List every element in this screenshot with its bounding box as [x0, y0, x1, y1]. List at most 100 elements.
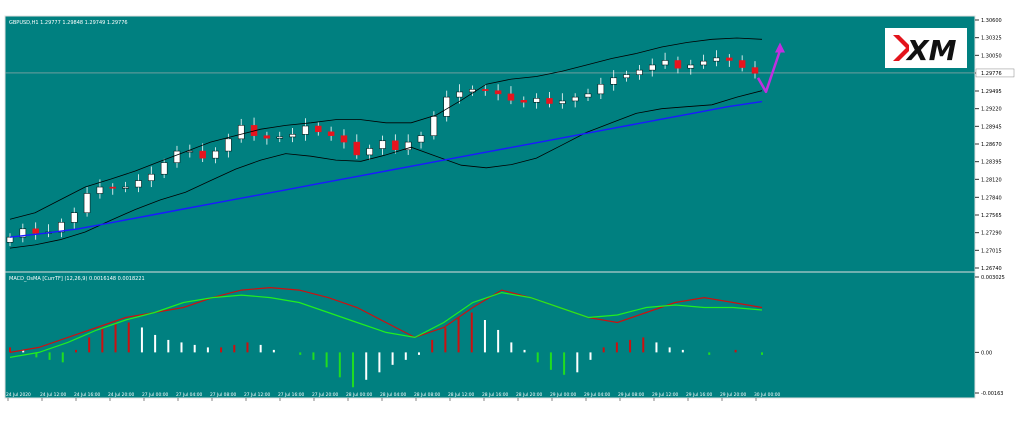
logo-text: XM — [905, 34, 957, 67]
candle-body — [648, 64, 656, 71]
forecast-arrow-line — [756, 50, 782, 94]
candle-body — [379, 140, 386, 149]
macd-signal-line — [9, 291, 763, 358]
candle-body — [263, 135, 271, 139]
bollinger-lower-line — [9, 90, 763, 249]
time-tick-label: 27 Jul 12:00 — [244, 392, 271, 398]
candle-body — [315, 125, 322, 133]
candle-body — [327, 131, 335, 136]
candle-body — [302, 125, 309, 135]
candle-body — [6, 236, 14, 243]
time-tick-label: 27 Jul 00:00 — [142, 392, 169, 398]
candle-body — [456, 91, 463, 98]
time-tick-label: 24 Jul 12:00 — [40, 392, 67, 398]
candle-body — [661, 60, 669, 66]
candle-body — [751, 67, 759, 74]
candle-body — [533, 98, 540, 103]
time-tick-label: 27 Jul 20:00 — [312, 392, 339, 398]
bollinger-upper-line — [9, 37, 763, 220]
candle-body — [610, 77, 617, 85]
price-tick-label: 1.28945 — [981, 124, 1002, 130]
time-tick-label: 29 Jul 12:00 — [652, 392, 679, 398]
time-tick-label: 28 Jul 08:00 — [414, 392, 441, 398]
candle-body — [289, 134, 296, 138]
candle-body — [392, 140, 399, 151]
candle-body — [19, 228, 27, 238]
time-tick-label: 29 Jul 20:00 — [720, 392, 747, 398]
time-tick-label: 24 Jul 20:00 — [108, 392, 135, 398]
time-tick-label: 29 Jul 08:00 — [618, 392, 645, 398]
candle-body — [623, 74, 630, 79]
time-tick-label: 29 Jul 00:00 — [550, 392, 577, 398]
candle-body — [83, 193, 91, 213]
macd-tick-label: 0.00 — [981, 350, 992, 356]
time-tick-label: 24 Jul 2020 — [6, 392, 31, 398]
forecast-arrowhead — [775, 42, 785, 53]
price-tick-label: 1.29220 — [981, 107, 1002, 113]
price-tick-label: 1.27840 — [981, 195, 1002, 201]
candle-body — [430, 116, 438, 136]
time-tick-label: 28 Jul 00:00 — [346, 392, 373, 398]
price-tick-label: 1.26740 — [981, 266, 1002, 272]
macd-info-label: MACD_OsMA [CurrTF] (12,26,9) 0.0016148 0… — [9, 276, 145, 282]
price-tick-label: 1.29495 — [981, 89, 1002, 95]
candle-body — [70, 212, 78, 223]
price-tick-label: 1.30600 — [981, 18, 1002, 24]
candle-body — [32, 228, 39, 234]
candle-body — [148, 173, 155, 181]
candle-body — [520, 100, 528, 103]
price-tick-label: 1.27015 — [981, 248, 1002, 254]
candle-body — [109, 186, 117, 189]
price-tick-label: 1.30325 — [981, 36, 1002, 42]
candle-body — [636, 69, 643, 75]
candle-body — [482, 89, 489, 91]
price-tick-label: 1.28395 — [981, 160, 1002, 166]
candle-body — [687, 64, 695, 69]
candle-body — [199, 150, 206, 159]
candle-body — [597, 83, 605, 95]
candle-body — [353, 141, 361, 156]
macd-main-line — [9, 286, 763, 353]
candle-body — [738, 60, 746, 68]
candle-body — [507, 93, 515, 101]
candle-body — [212, 150, 219, 159]
candle-body — [237, 125, 245, 140]
time-tick-label: 30 Jul 00:00 — [754, 392, 781, 398]
candle-body — [584, 93, 592, 98]
time-tick-label: 24 Jul 16:00 — [74, 392, 101, 398]
logo-box — [885, 28, 967, 68]
candle-body — [225, 138, 232, 152]
candle-body — [173, 150, 181, 163]
candle-body — [404, 141, 412, 151]
candle-body — [122, 186, 129, 189]
macd-tick-label: 0.003025 — [981, 275, 1005, 281]
time-tick-label: 29 Jul 04:00 — [584, 392, 611, 398]
candle-body — [58, 222, 65, 233]
macd-tick-label: -0.00163 — [981, 391, 1003, 397]
candle-body — [546, 98, 553, 104]
candle-body — [726, 57, 733, 61]
candle-body — [713, 57, 720, 62]
time-tick-label: 28 Jul 04:00 — [380, 392, 407, 398]
candle-body — [96, 186, 104, 194]
price-tick-label: 1.27565 — [981, 213, 1002, 219]
time-tick-label: 27 Jul 08:00 — [210, 392, 237, 398]
time-tick-label: 28 Jul 12:00 — [448, 392, 475, 398]
candle-body — [443, 96, 450, 117]
current-price-box — [975, 68, 1015, 78]
price-tick-label: 1.27290 — [981, 231, 1002, 237]
time-tick-label: 28 Jul 16:00 — [482, 392, 509, 398]
candle-body — [674, 60, 682, 69]
plot-border — [4, 15, 976, 399]
price-axis-panel — [975, 16, 1015, 398]
symbol-info-label: GBPUSD,H1 1.29777 1.29848 1.29749 1.2977… — [9, 20, 128, 26]
price-tick-label: 1.30050 — [981, 53, 1002, 59]
plot-background — [5, 16, 975, 398]
current-price-label: 1.29776 — [981, 71, 1002, 77]
candle-body — [276, 136, 283, 139]
candle-body — [135, 180, 142, 188]
time-tick-label: 29 Jul 16:00 — [686, 392, 713, 398]
logo-chevron — [893, 35, 909, 61]
candle-body — [366, 148, 373, 156]
